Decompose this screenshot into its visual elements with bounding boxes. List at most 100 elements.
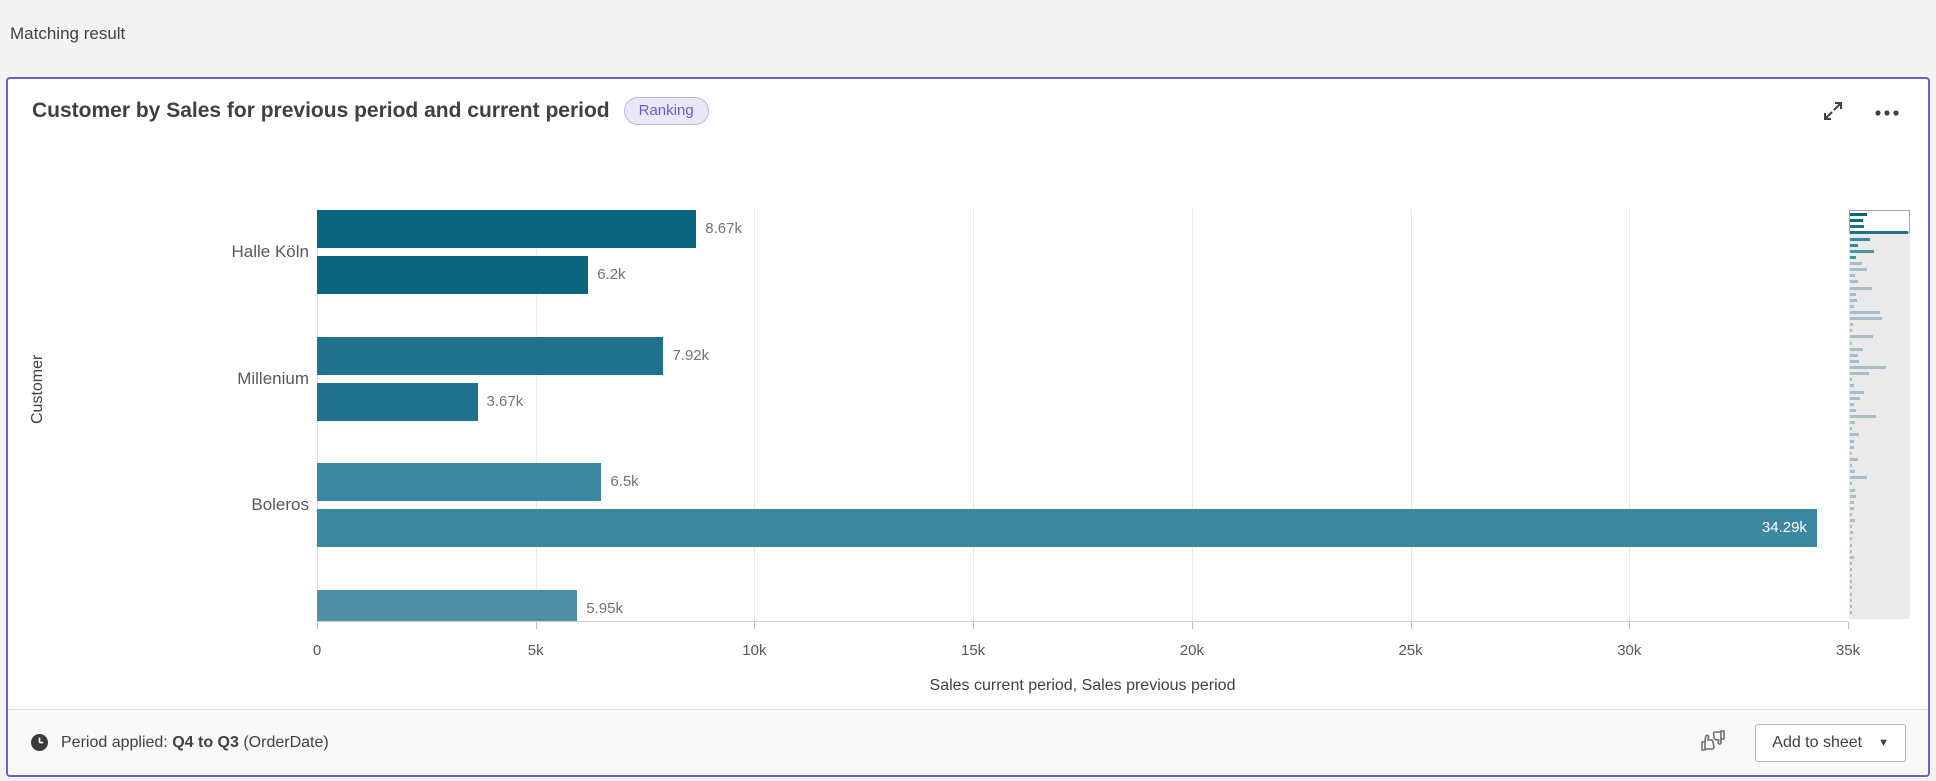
mini-chart-bar xyxy=(1850,457,1858,461)
mini-chart-bar xyxy=(1850,329,1852,333)
mini-chart-bar xyxy=(1850,408,1857,412)
clock-icon xyxy=(30,733,49,752)
mini-chart-bar xyxy=(1850,433,1859,437)
mini-chart-bar xyxy=(1850,237,1871,241)
x-axis-tick-label: 15k xyxy=(961,642,986,659)
mini-chart-bar xyxy=(1850,439,1855,443)
mini-chart-bar xyxy=(1850,274,1855,278)
mini-chart-bar xyxy=(1850,482,1853,486)
mini-chart-bar xyxy=(1850,586,1852,590)
mini-chart-bar xyxy=(1850,390,1864,394)
mini-chart-bar xyxy=(1850,255,1857,259)
mini-chart-bar xyxy=(1850,353,1858,357)
x-axis-tick-label: 10k xyxy=(742,642,767,659)
gridline xyxy=(1629,209,1631,621)
mini-chart-bar xyxy=(1850,268,1868,272)
mini-chart-bar xyxy=(1850,568,1852,571)
x-axis-tick xyxy=(317,622,318,629)
feedback-button[interactable] xyxy=(1697,728,1729,758)
mini-chart-bar xyxy=(1850,519,1856,523)
mini-chart-bar xyxy=(1850,592,1852,596)
y-axis-category-label: Millenium xyxy=(237,368,309,388)
mini-chart-bar xyxy=(1850,512,1852,516)
bar-value-label: 7.92k xyxy=(672,346,710,364)
gridline xyxy=(754,209,756,621)
expand-icon xyxy=(1822,100,1844,125)
mini-chart-bar xyxy=(1850,231,1908,235)
mini-chart-bar xyxy=(1850,335,1874,339)
x-axis-tick xyxy=(1410,622,1412,629)
mini-chart-bar xyxy=(1850,415,1877,418)
bar-previous-period[interactable] xyxy=(317,509,1817,547)
mini-chart-bar xyxy=(1850,506,1855,510)
chart-header: Customer by Sales for previous period an… xyxy=(32,97,709,125)
expand-button[interactable] xyxy=(1820,99,1846,125)
mini-chart-bar xyxy=(1850,470,1855,474)
more-menu-icon xyxy=(1874,105,1900,120)
chart-footer: Period applied: Q4 to Q3 (OrderDate) Add… xyxy=(8,709,1928,775)
x-axis-tick-label: 25k xyxy=(1398,642,1423,659)
bar-current-period[interactable] xyxy=(317,463,602,501)
bar-current-period[interactable] xyxy=(317,589,578,621)
mini-chart-bar xyxy=(1850,292,1856,296)
mini-chart-bar xyxy=(1850,213,1868,216)
chart-mini-scrollbar[interactable] xyxy=(1849,210,1910,619)
mini-chart-bar xyxy=(1850,219,1863,223)
y-axis-labels: Halle Köln Millenium Boleros xyxy=(8,209,310,622)
mini-chart-bar xyxy=(1850,366,1886,369)
more-menu-button[interactable] xyxy=(1874,99,1900,125)
mini-chart-bar xyxy=(1850,310,1881,314)
mini-chart-bar xyxy=(1850,580,1852,584)
mini-chart-bar xyxy=(1850,298,1857,302)
mini-chart-bar xyxy=(1850,249,1875,253)
mini-chart-bar xyxy=(1850,304,1855,308)
bar-value-label: 34.29k xyxy=(1761,519,1807,536)
mini-chart-bar xyxy=(1850,445,1854,449)
mini-chart-bar xyxy=(1850,525,1853,529)
bar-current-period[interactable] xyxy=(317,210,697,248)
chart-card: Customer by Sales for previous period an… xyxy=(6,77,1930,777)
x-axis-tick xyxy=(535,622,537,629)
mini-chart-bar xyxy=(1850,598,1852,602)
y-axis-category-label: Halle Köln xyxy=(231,242,310,261)
thumbs-up-down-icon xyxy=(1699,728,1727,757)
x-axis-tick-label: 0 xyxy=(312,642,322,659)
mini-chart-bar xyxy=(1850,396,1860,400)
gridline xyxy=(973,209,975,621)
mini-chart-bar xyxy=(1850,549,1852,553)
mini-chart-bar xyxy=(1850,372,1870,376)
mini-chart-bar xyxy=(1850,402,1854,406)
mini-chart-bar xyxy=(1850,347,1863,351)
mini-chart-bar xyxy=(1850,427,1853,431)
bar-previous-period[interactable] xyxy=(317,256,589,294)
x-axis-tick-label: 30k xyxy=(1617,642,1642,659)
bar-value-label: 8.67k xyxy=(705,220,742,237)
chart-title: Customer by Sales for previous period an… xyxy=(32,99,610,122)
bar-current-period[interactable] xyxy=(317,336,664,375)
mini-chart-bar xyxy=(1850,384,1854,388)
mini-chart-bar xyxy=(1850,604,1852,608)
mini-chart-bar xyxy=(1850,543,1853,547)
bar-value-label: 6.5k xyxy=(610,473,639,490)
mini-chart-bar xyxy=(1850,494,1857,498)
x-axis-tick xyxy=(973,622,975,629)
ranking-badge: Ranking xyxy=(623,97,709,125)
bar-value-label: 5.95k xyxy=(586,599,623,617)
bar-chart-plot-area: 8.67k 6.2k 7.92k 3.67k 6.5k 34.29k 5.95k xyxy=(317,209,1848,622)
mini-chart-bar xyxy=(1850,243,1859,247)
mini-chart-bar xyxy=(1850,286,1872,290)
period-value: Q4 to Q3 xyxy=(172,733,239,751)
mini-chart-bar xyxy=(1850,378,1852,382)
mini-chart-bar xyxy=(1850,488,1856,492)
bar-value-label: 3.67k xyxy=(486,392,524,410)
mini-chart-bar xyxy=(1850,317,1882,321)
x-axis-tick xyxy=(1848,622,1849,629)
mini-chart-bar xyxy=(1850,555,1854,559)
x-axis-title: Sales current period, Sales previous per… xyxy=(929,677,1236,694)
bar-value-label: 6.2k xyxy=(597,266,626,283)
bar-previous-period[interactable] xyxy=(317,382,478,421)
add-to-sheet-button[interactable]: Add to sheet ▼ xyxy=(1755,723,1906,762)
gridline xyxy=(535,209,537,621)
mini-chart-bar xyxy=(1850,262,1862,265)
mini-chart-bar xyxy=(1850,421,1856,425)
